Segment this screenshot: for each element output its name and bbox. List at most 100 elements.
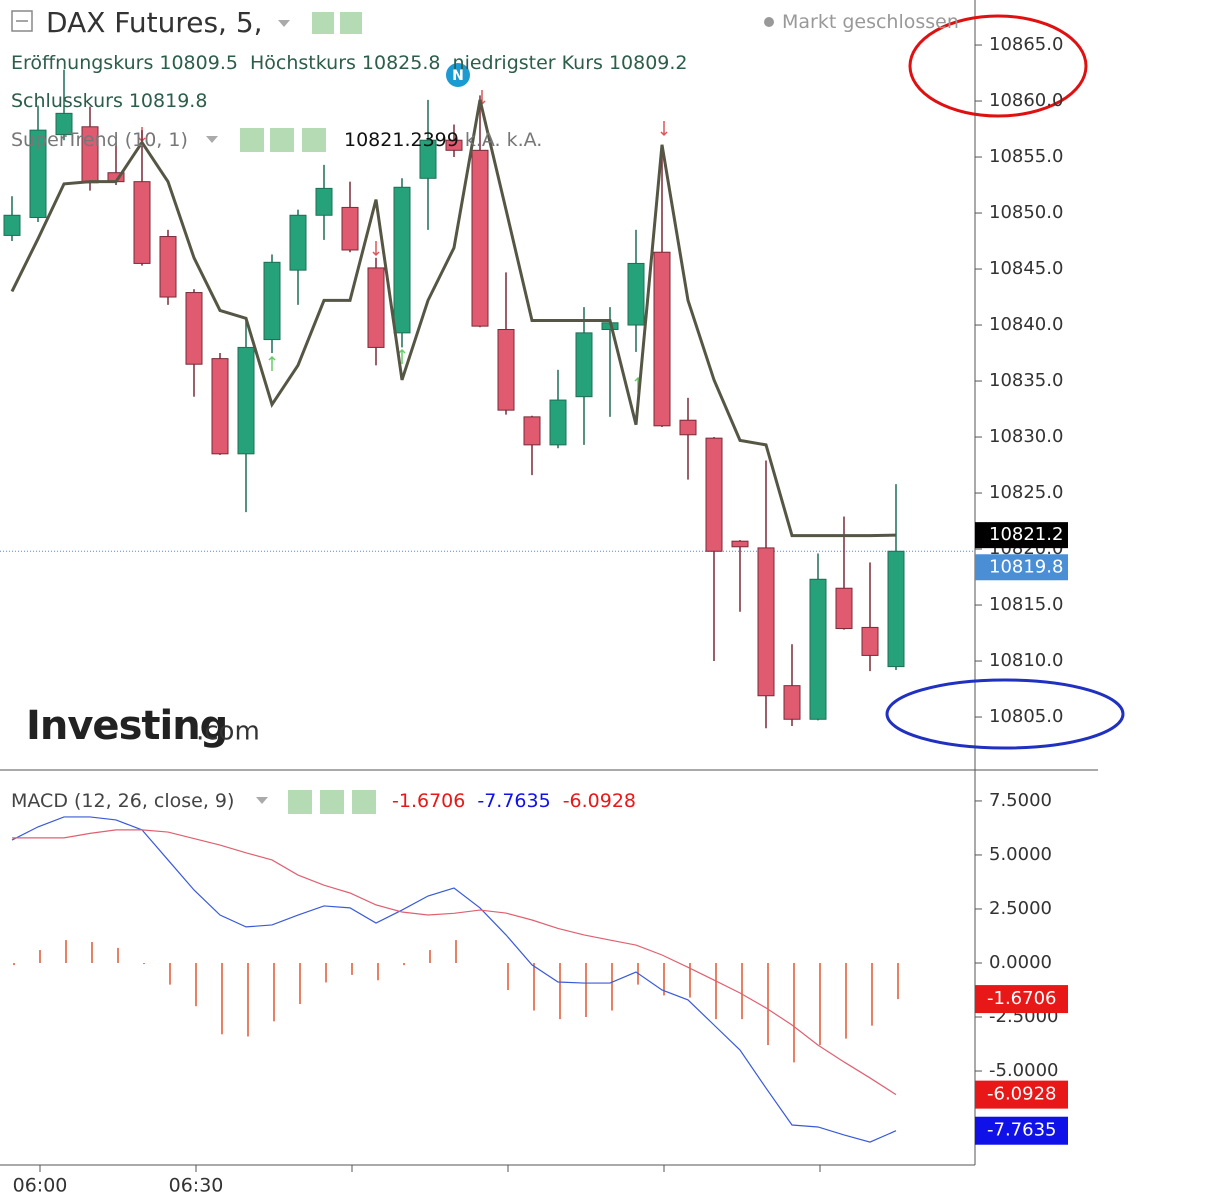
event-marker[interactable]	[446, 63, 470, 87]
watermark: Investing	[26, 703, 227, 749]
candle-body	[471, 149, 489, 327]
icon-settings[interactable]	[270, 128, 294, 152]
icon-settings[interactable]	[340, 12, 362, 34]
candle-body	[445, 139, 463, 151]
y-tick-label: 10845.0	[989, 258, 1063, 279]
buy-arrow	[268, 355, 276, 371]
event-marker-label: N	[452, 68, 464, 84]
candle-body	[861, 626, 879, 656]
highlight-ellipse	[908, 14, 1088, 118]
candle-body	[3, 214, 21, 236]
watermark-suffix: .com	[196, 717, 260, 747]
dropdown[interactable]	[206, 136, 218, 143]
macd-title: MACD (12, 26, close, 9)	[11, 790, 235, 812]
close-value: 10819.8	[128, 90, 208, 112]
y-tick-label: 10835.0	[989, 370, 1063, 391]
price-label: 10819.8	[989, 556, 1063, 577]
candle-body	[887, 550, 905, 668]
indicator-value: 10821.2399	[344, 129, 459, 151]
y-tick-label: 10860.0	[989, 90, 1063, 111]
y-tick-label: 10840.0	[989, 314, 1063, 335]
high-label: Höchstkurs	[250, 52, 356, 74]
low-value: 10809.2	[608, 52, 688, 74]
candle-body	[341, 206, 359, 251]
indicator-values: 10821.2399 k.A. k.A.	[344, 129, 548, 151]
y-tick-label: 10855.0	[989, 146, 1063, 167]
y-tick-label: 10805.0	[989, 706, 1063, 727]
candle-body	[757, 547, 775, 697]
macd-line	[11, 816, 897, 1143]
value-label-bg	[975, 1116, 1068, 1145]
status-dot	[764, 17, 774, 27]
candle-body	[211, 358, 229, 455]
price-label-bg	[975, 554, 1068, 581]
indicator-na: k.A.	[506, 129, 543, 151]
indicator-name: SuperTrend (10, 1)	[11, 129, 188, 151]
candle-body	[315, 187, 333, 216]
candle-body	[731, 540, 749, 548]
candle-body	[835, 587, 853, 630]
candle-body	[29, 129, 47, 219]
y-tick-label: 7.5000	[989, 790, 1052, 811]
legend-value: -7.7635	[477, 790, 551, 812]
icon-remove[interactable]	[352, 790, 376, 814]
candle-body	[185, 292, 203, 365]
icon-settings[interactable]	[320, 790, 344, 814]
sell-arrow	[372, 241, 380, 257]
icon-eye[interactable]	[240, 128, 264, 152]
candle-body	[653, 251, 671, 427]
y-tick-label: 10815.0	[989, 594, 1063, 615]
high-value: 10825.8	[361, 52, 441, 74]
y-tick-label: 10825.0	[989, 482, 1063, 503]
icon-eye[interactable]	[288, 790, 312, 814]
y-tick-label: 2.5000	[989, 898, 1052, 919]
candle-body	[237, 346, 255, 455]
indicator-na: k.A.	[464, 129, 501, 151]
candle-body	[575, 332, 593, 398]
close-row: Schlusskurs 10819.8	[11, 90, 213, 112]
y-tick-label: 10830.0	[989, 426, 1063, 447]
legend-value: -1.6706	[392, 790, 466, 812]
value-label: -1.6706	[987, 988, 1056, 1009]
dropdown[interactable]	[256, 797, 268, 804]
value-label: -7.7635	[987, 1120, 1056, 1141]
icon-eye[interactable]	[312, 12, 334, 34]
collapse-icon[interactable]	[11, 10, 33, 32]
macd-line	[12, 829, 897, 1096]
close-label: Schlusskurs	[11, 90, 123, 112]
supertrend-line	[10, 99, 897, 538]
candle-body	[809, 578, 827, 720]
market-status: Markt geschlossen	[782, 11, 959, 33]
candle-body	[627, 262, 645, 326]
open-label: Eröffnungskurs	[11, 52, 154, 74]
candle-body	[549, 399, 567, 446]
buy-arrow	[398, 348, 406, 364]
dropdown[interactable]	[278, 20, 290, 27]
candle-body	[783, 685, 801, 720]
candle-body	[367, 267, 385, 348]
candle-body	[393, 186, 411, 334]
value-label-bg	[975, 1080, 1068, 1109]
highlight-ellipse	[885, 678, 1125, 750]
chart-title: DAX Futures, 5,	[46, 6, 263, 39]
x-tick-label: 06:30	[169, 1175, 224, 1197]
y-tick-label: -5.0000	[989, 1060, 1058, 1081]
legend-value: -6.0928	[562, 790, 637, 812]
macd-values: -1.6706 -7.7635 -6.0928	[392, 790, 648, 812]
y-tick-label: 5.0000	[989, 844, 1052, 865]
candle-body	[705, 437, 723, 552]
x-tick-label: 06:00	[13, 1175, 68, 1197]
price-label: 10821.2	[989, 524, 1063, 545]
candle-body	[289, 214, 307, 271]
value-label: -6.0928	[987, 1084, 1056, 1105]
candle-body	[419, 139, 437, 179]
candle-body	[497, 329, 515, 411]
candle-body	[523, 416, 541, 446]
y-tick-label: 0.0000	[989, 952, 1052, 973]
candle-body	[263, 261, 281, 341]
candle-body	[159, 236, 177, 298]
value-label-bg	[975, 985, 1068, 1014]
icon-remove[interactable]	[302, 128, 326, 152]
